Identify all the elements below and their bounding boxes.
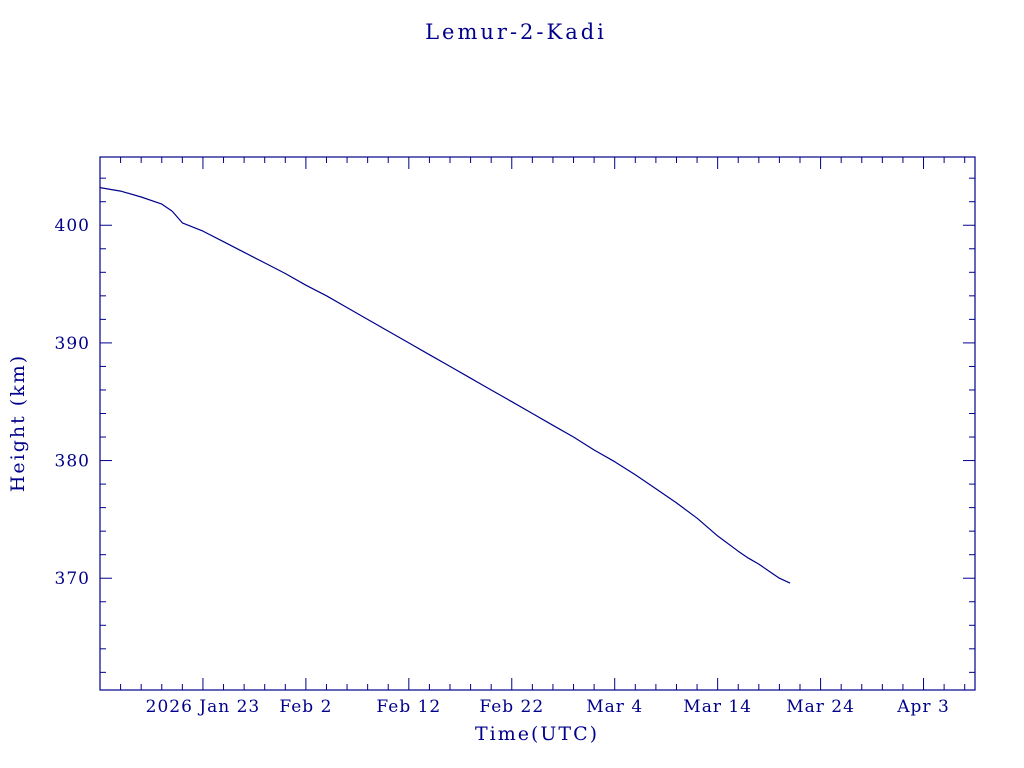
y-tick-label: 380 [55,452,90,472]
x-tick-label: Feb 2 [279,697,332,717]
x-tick-label: Apr 3 [896,697,950,717]
axis-tick-labels: 2026 Jan 23 Feb 2 Feb 12 Feb 22 Mar 4 Mar 14 M… [55,216,950,717]
x-tick-label: 2026 Jan 23 [146,697,261,717]
plot-frame [99,156,976,691]
axis-ticks [100,157,975,690]
x-tick-label: Feb 22 [479,697,544,717]
y-tick-label: 370 [55,569,90,589]
y-axis-title: Height (km) [7,354,29,492]
chart-title: Lemur-2-Kadi [425,20,607,44]
x-axis-title: Time(UTC) [475,723,599,745]
x-tick-label: Mar 24 [786,697,855,717]
y-tick-label: 390 [55,334,90,354]
y-tick-label: 400 [55,216,90,236]
x-tick-label: Feb 12 [376,697,441,717]
x-tick-label: Mar 14 [683,697,752,717]
height-series-line [99,187,791,584]
x-tick-label: Mar 4 [586,697,643,717]
